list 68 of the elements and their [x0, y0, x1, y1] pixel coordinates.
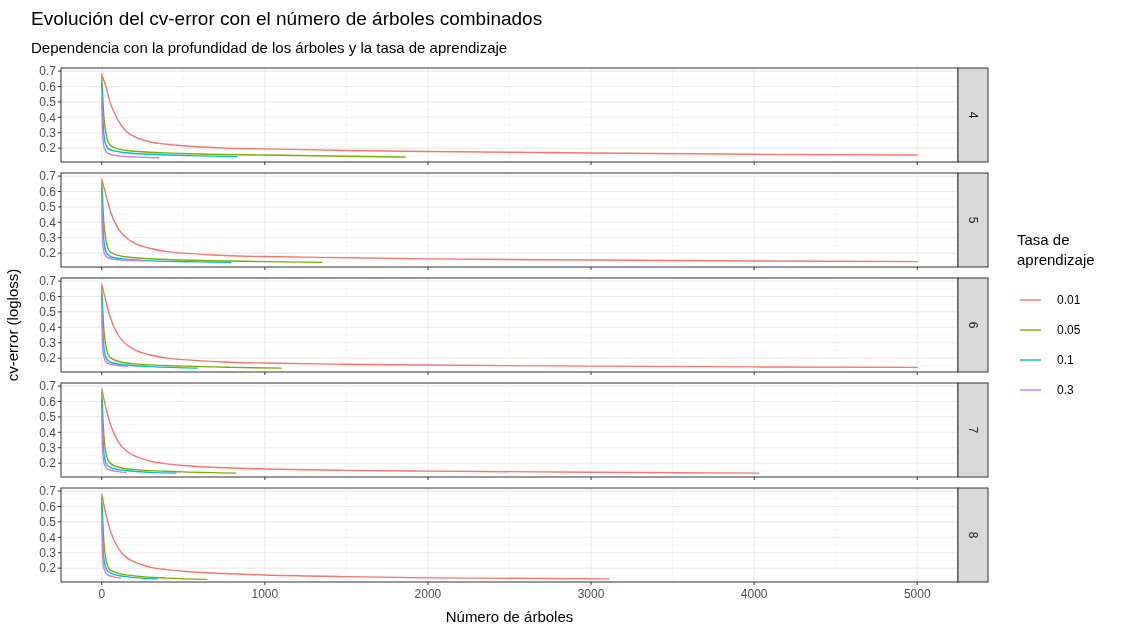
facet-strip: 8: [957, 487, 989, 583]
line-series: [101, 388, 760, 474]
line-series: [101, 181, 323, 264]
x-tick-label: 3000: [577, 587, 605, 601]
line-series: [101, 493, 610, 580]
line-series: [101, 308, 129, 367]
y-tick-label: 0.5: [39, 95, 57, 110]
y-tick-label: 0.2: [39, 561, 57, 576]
line-series: [101, 76, 406, 158]
line-series: [101, 518, 122, 579]
line-series: [101, 82, 238, 158]
facet-strip: 6: [957, 277, 989, 373]
y-tick-label: 0.2: [39, 141, 57, 156]
y-tick-label: 0.4: [39, 110, 57, 125]
line-series: [101, 98, 160, 159]
y-tick-label: 0.2: [39, 456, 57, 471]
y-tick-label: 0.7: [39, 64, 57, 79]
y-tick-label: 0.3: [39, 335, 57, 350]
y-tick-label: 0.6: [39, 184, 57, 199]
x-tick-label: 1000: [251, 587, 279, 601]
y-tick-label: 0.2: [39, 246, 57, 261]
x-tick-label: 4000: [740, 587, 768, 601]
y-tick-label: 0.5: [39, 410, 57, 425]
line-series: [101, 187, 232, 264]
y-tick-label: 0.7: [39, 274, 57, 289]
facet-strip: 4: [957, 67, 989, 163]
y-tick-label: 0.5: [39, 200, 57, 215]
y-tick-label: 0.4: [39, 425, 57, 440]
legend-label: 0.05: [1057, 323, 1081, 338]
y-tick-label: 0.6: [39, 499, 57, 514]
legend-label: 0.1: [1057, 353, 1075, 368]
line-series: [101, 178, 918, 263]
y-tick-label: 0.4: [39, 215, 57, 230]
y-tick-label: 0.6: [39, 289, 57, 304]
y-tick-label: 0.7: [39, 169, 57, 184]
y-tick-label: 0.3: [39, 545, 57, 560]
line-series: [101, 496, 208, 581]
y-tick-label: 0.6: [39, 394, 57, 409]
line-series: [101, 292, 198, 369]
legend-label: 0.3: [1057, 383, 1075, 398]
line-series: [101, 73, 918, 156]
line-series: [101, 391, 237, 474]
x-tick-label: 5000: [903, 587, 931, 601]
y-tick-label: 0.7: [39, 484, 57, 499]
y-tick-label: 0.7: [39, 379, 57, 394]
facet-strip: 7: [957, 382, 989, 478]
line-series: [101, 203, 146, 262]
y-axis-title: cv-error (logloss): [4, 268, 21, 382]
legend-title: Tasa de aprendizaje: [1017, 231, 1095, 268]
x-tick-label: 0: [98, 587, 106, 601]
y-tick-label: 0.4: [39, 320, 57, 335]
facet-strip: 5: [957, 172, 989, 268]
y-tick-label: 0.5: [39, 305, 57, 320]
y-tick-label: 0.3: [39, 125, 57, 140]
line-series: [101, 286, 282, 369]
y-tick-label: 0.3: [39, 230, 57, 245]
line-series: [101, 283, 918, 369]
y-tick-label: 0.4: [39, 530, 57, 545]
line-series: [101, 413, 127, 474]
y-tick-label: 0.2: [39, 351, 57, 366]
x-axis-title: Número de árboles: [445, 608, 574, 625]
y-tick-label: 0.3: [39, 440, 57, 455]
y-tick-label: 0.6: [39, 79, 57, 94]
chart-title: Evolución del cv-error con el número de árboles combinados: [31, 8, 543, 29]
x-tick-label: 2000: [414, 587, 442, 601]
y-tick-label: 0.5: [39, 515, 57, 530]
chart-subtitle: Dependencia con la profundidad de los árboles y la tasa de aprendizaje: [31, 39, 508, 56]
legend-label: 0.01: [1057, 293, 1081, 308]
